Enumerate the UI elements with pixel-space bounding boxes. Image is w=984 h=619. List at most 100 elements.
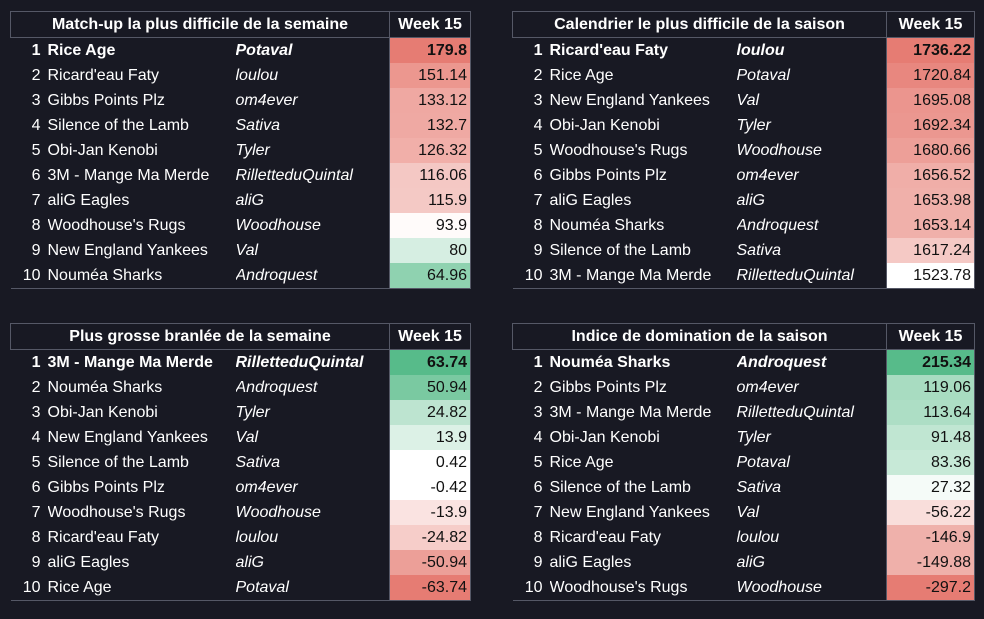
score-value: -63.74 — [389, 575, 471, 601]
owner-name: Sativa — [736, 242, 781, 259]
table-row: 7 aliG Eagles aliG 1653.98 — [513, 188, 976, 213]
owner-name: aliG — [736, 192, 765, 209]
team-name: Woodhouse's Rugs — [47, 504, 186, 521]
owner-name: aliG — [736, 554, 765, 571]
rank-cell: 2 — [31, 379, 41, 396]
rank-cell: 5 — [533, 454, 543, 471]
team-name: Ricard'eau Faty — [47, 529, 160, 546]
table-row: 1 Ricard'eau Faty loulou 1736.22 — [513, 37, 976, 63]
score-value: -13.9 — [389, 500, 471, 525]
week-header: Week 15 — [389, 323, 471, 350]
team-name: Silence of the Lamb — [549, 242, 691, 259]
owner-name: loulou — [736, 42, 785, 59]
team-name: aliG Eagles — [549, 554, 632, 571]
score-value: 0.42 — [389, 450, 471, 475]
score-value: 1695.08 — [886, 88, 976, 113]
team-name: Silence of the Lamb — [549, 479, 691, 496]
rank-cell: 1 — [533, 354, 543, 371]
score-value: -297.2 — [886, 575, 976, 601]
score-value: 115.9 — [389, 188, 472, 213]
team-name: New England Yankees — [47, 429, 208, 446]
table-row: 10 Nouméa Sharks Androquest 64.96 — [10, 263, 472, 289]
panel-domination-index: Indice de domination de la saison Week 1… — [511, 323, 976, 601]
rank-cell: 10 — [512, 575, 550, 601]
team-name: 3M - Mange Ma Merde — [549, 263, 737, 289]
rank-cell: 8 — [533, 529, 543, 546]
score-value: 132.7 — [389, 113, 472, 138]
table-row: 3 3M - Mange Ma Merde RilletteduQuintal 113… — [513, 400, 976, 425]
owner-name: aliG — [235, 554, 264, 571]
team-name: Woodhouse's Rugs — [549, 142, 688, 159]
rank-cell: 8 — [533, 217, 543, 234]
panel-title: Plus grosse branlée de la semaine — [10, 323, 390, 350]
rank-cell: 7 — [31, 192, 41, 209]
owner-name: Sativa — [736, 479, 781, 496]
panel-title: Calendrier le plus difficile de la saiso… — [511, 11, 888, 38]
score-value: 93.9 — [389, 213, 472, 238]
team-name: Gibbs Points Plz — [549, 379, 667, 396]
team-name: Ricard'eau Faty — [549, 529, 662, 546]
rank-cell: 8 — [31, 217, 41, 234]
team-name: Woodhouse's Rugs — [549, 575, 737, 601]
rank-cell: 4 — [31, 429, 41, 446]
team-name: Nouméa Sharks — [549, 217, 665, 234]
owner-name: RilletteduQuintal — [736, 404, 854, 421]
team-name: New England Yankees — [47, 242, 208, 259]
owner-name: loulou — [235, 529, 279, 546]
team-name: Rice Age — [549, 454, 614, 471]
team-name: New England Yankees — [549, 504, 710, 521]
owner-name: Tyler — [235, 142, 270, 159]
team-name: Rice Age — [549, 67, 614, 84]
score-value: 80 — [389, 238, 472, 263]
table-row: 7 New England Yankees Val -56.22 — [513, 500, 976, 525]
owner-name: Potaval — [736, 454, 790, 471]
owner-name: aliG — [235, 192, 264, 209]
owner-name: RilletteduQuintal — [235, 167, 353, 184]
rank-cell: 1 — [533, 42, 543, 59]
score-value: 126.32 — [389, 138, 472, 163]
score-value: -56.22 — [886, 500, 976, 525]
rank-cell: 1 — [31, 42, 41, 59]
table-row: 9 aliG Eagles aliG -50.94 — [11, 550, 471, 575]
team-name: Ricard'eau Faty — [549, 42, 669, 59]
owner-name: Sativa — [235, 454, 280, 471]
owner-name: Woodhouse — [736, 575, 887, 601]
owner-name: Androquest — [736, 217, 819, 234]
owner-name: Tyler — [235, 404, 270, 421]
table-row: 3 Obi-Jan Kenobi Tyler 24.82 — [11, 400, 471, 425]
owner-name: Val — [235, 429, 259, 446]
table-row: 8 Nouméa Sharks Androquest 1653.14 — [513, 213, 976, 238]
team-name: aliG Eagles — [47, 192, 130, 209]
table-row: 2 Rice Age Potaval 1720.84 — [513, 63, 976, 88]
team-name: Rice Age — [47, 575, 236, 601]
team-name: Gibbs Points Plz — [549, 167, 667, 184]
table-row: 4 Silence of the Lamb Sativa 132.7 — [11, 113, 472, 138]
score-value: 116.06 — [389, 163, 472, 188]
team-name: aliG Eagles — [549, 192, 632, 209]
table-row: 5 Obi-Jan Kenobi Tyler 126.32 — [11, 138, 472, 163]
team-name: Silence of the Lamb — [47, 117, 189, 134]
table-row: 10 3M - Mange Ma Merde RilletteduQuintal 15… — [512, 263, 976, 289]
owner-name: Sativa — [235, 117, 280, 134]
score-value: 63.74 — [389, 349, 471, 375]
rank-cell: 7 — [533, 504, 543, 521]
rank-cell: 10 — [10, 575, 48, 601]
score-value: 91.48 — [886, 425, 976, 450]
owner-name: Val — [235, 242, 259, 259]
panel-hardest-schedule: Calendrier le plus difficile de la saiso… — [511, 11, 976, 289]
score-value: 1656.52 — [886, 163, 976, 188]
rank-cell: 3 — [31, 404, 41, 421]
score-value: 1653.98 — [886, 188, 976, 213]
score-value: -146.9 — [886, 525, 976, 550]
rank-cell: 7 — [533, 192, 543, 209]
owner-name: Woodhouse — [235, 217, 321, 234]
owner-name: om4ever — [235, 92, 298, 109]
score-value: 113.64 — [886, 400, 976, 425]
score-value: 24.82 — [389, 400, 471, 425]
owner-name: Potaval — [235, 575, 390, 601]
score-value: -149.88 — [886, 550, 976, 575]
rank-cell: 8 — [31, 529, 41, 546]
table-row: 1 3M - Mange Ma Merde RilletteduQuintal 63.… — [11, 349, 471, 375]
table-row: 8 Woodhouse's Rugs Woodhouse 93.9 — [11, 213, 472, 238]
rank-cell: 6 — [533, 167, 543, 184]
